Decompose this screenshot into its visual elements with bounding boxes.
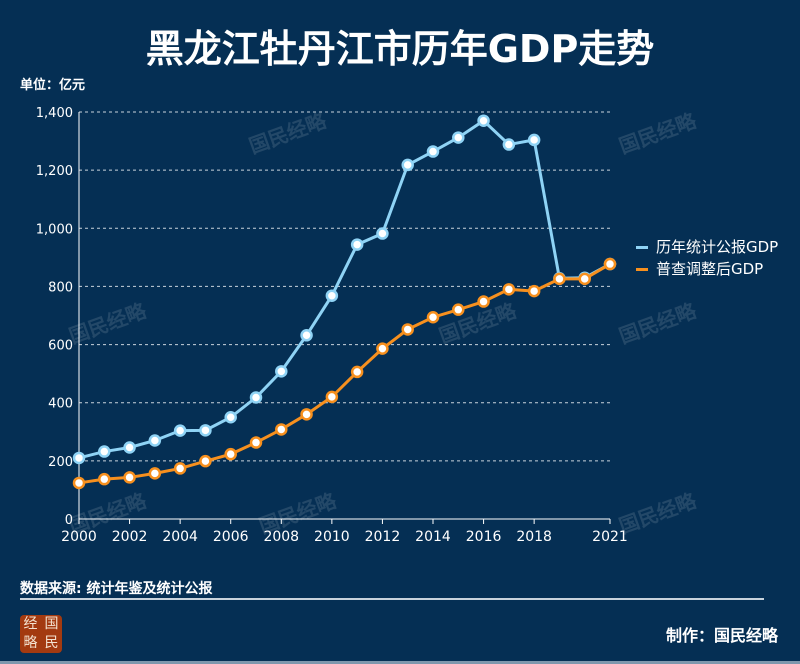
data-point <box>72 451 86 465</box>
x-tick-label: 2002 <box>112 529 148 545</box>
data-point <box>325 289 339 302</box>
x-tick-label: 2000 <box>61 529 97 545</box>
data-point <box>578 272 591 286</box>
watermark: 国民经略 <box>616 298 700 348</box>
data-point <box>249 391 263 404</box>
watermark: 国民经略 <box>246 108 330 158</box>
series-line-0 <box>78 118 611 460</box>
data-point <box>148 434 162 447</box>
y-tick-label: 0 <box>65 513 73 528</box>
watermark: 国民经略 <box>616 108 700 158</box>
y-axis-label: 单位：亿元 <box>20 78 86 93</box>
data-point <box>376 342 389 355</box>
data-point <box>350 238 364 251</box>
y-tick-label: 600 <box>48 339 73 354</box>
data-point <box>173 424 187 437</box>
data-point <box>224 411 237 424</box>
data-point <box>426 145 440 158</box>
data-point <box>224 447 237 461</box>
data-point <box>603 257 617 271</box>
y-tick-label: 1,200 <box>36 164 73 179</box>
data-point <box>553 272 566 286</box>
bottom-bar <box>0 661 800 664</box>
data-point <box>123 471 136 484</box>
x-tick-label: 2012 <box>365 529 401 545</box>
data-point <box>98 445 111 458</box>
data-point <box>527 133 541 147</box>
x-tick-label: 2006 <box>213 529 249 545</box>
data-point <box>426 310 440 324</box>
divider <box>20 598 764 600</box>
y-tick-label: 200 <box>48 455 73 470</box>
data-point <box>452 303 465 316</box>
data-point <box>502 283 516 296</box>
data-point <box>72 476 86 490</box>
legend-swatch <box>636 268 648 271</box>
data-point <box>148 467 162 480</box>
y-tick-label: 1,000 <box>36 222 73 237</box>
data-point <box>401 323 414 336</box>
logo: 经国略民 <box>20 615 62 653</box>
x-tick-label: 2021 <box>592 529 628 545</box>
data-point <box>376 227 389 240</box>
x-tick-label: 2010 <box>314 529 350 545</box>
data-point <box>199 454 212 468</box>
data-point <box>173 462 187 475</box>
data-point <box>452 131 465 144</box>
data-point <box>477 114 490 127</box>
data-point <box>249 436 263 449</box>
data-point <box>325 390 339 404</box>
data-point <box>123 441 136 454</box>
data-point <box>527 284 541 298</box>
data-point <box>199 424 212 437</box>
data-point <box>300 408 313 421</box>
data-point <box>502 138 516 151</box>
x-tick-label: 2008 <box>263 529 299 545</box>
legend-label: 历年统计公报GDP <box>656 238 779 256</box>
data-point <box>350 365 364 379</box>
legend-swatch <box>636 246 648 249</box>
legend-item-adjusted: 普查调整后GDP <box>636 258 763 279</box>
y-tick-label: 800 <box>48 280 73 295</box>
x-tick-label: 2018 <box>516 529 552 545</box>
data-point <box>477 295 490 308</box>
chart-title: 黑龙江牡丹江市历年GDP走势 <box>145 27 655 71</box>
watermark: 国民经略 <box>436 298 520 348</box>
y-tick-label: 400 <box>48 397 73 412</box>
data-point <box>275 365 288 378</box>
data-source: 数据来源: 统计年鉴及统计公报 <box>20 581 213 597</box>
data-point <box>98 472 111 486</box>
maker-credit: 制作：国民经略 <box>665 626 778 645</box>
data-point <box>300 329 313 342</box>
data-point <box>401 158 414 172</box>
x-tick-label: 2016 <box>466 529 502 545</box>
watermark: 国民经略 <box>616 488 700 538</box>
legend-label: 普查调整后GDP <box>656 260 764 278</box>
x-tick-label: 2014 <box>415 529 451 545</box>
data-point <box>275 423 288 436</box>
y-tick-label: 1,400 <box>36 106 73 121</box>
series-line-1 <box>78 262 611 485</box>
legend-item-reported: 历年统计公报GDP <box>636 236 778 257</box>
x-tick-label: 2004 <box>162 529 198 545</box>
